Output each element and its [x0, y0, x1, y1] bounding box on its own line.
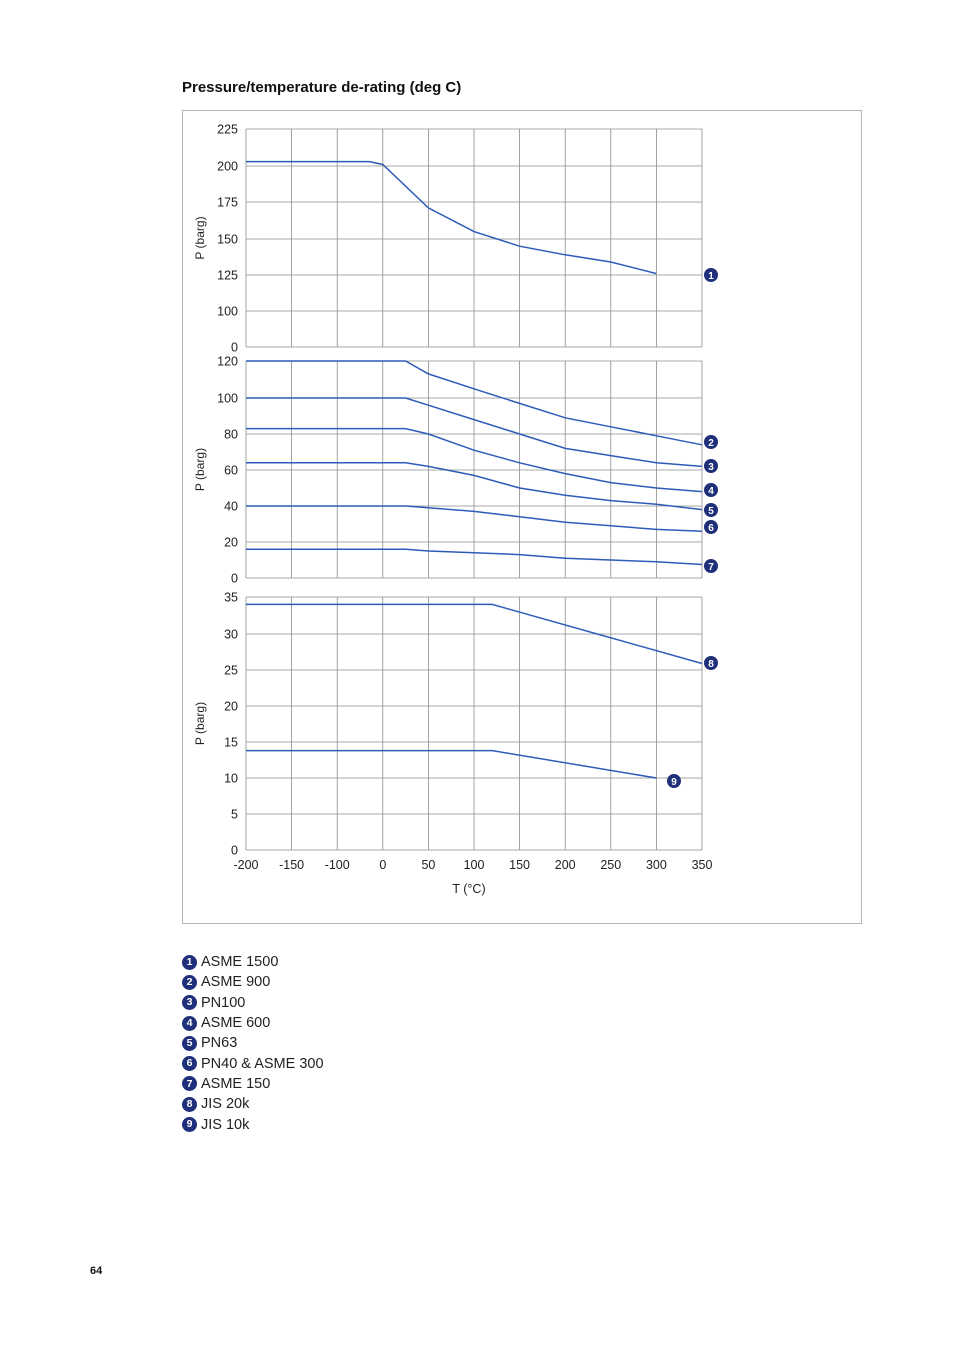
y-tick-label: 10 [224, 772, 238, 786]
series-marker-badge [704, 435, 718, 449]
series-marker-badge [704, 520, 718, 534]
legend-marker-badge: 5 [182, 1035, 197, 1051]
series-line-jis-10k [246, 749, 657, 779]
y-tick-label: 0 [231, 341, 238, 355]
series-marker-badge [704, 459, 718, 473]
page-title: Pressure/temperature de-rating (deg C) [182, 79, 462, 96]
series-marker-badge [704, 268, 718, 282]
series-marker-number: 4 [708, 486, 714, 497]
series-marker-number: 1 [708, 271, 714, 282]
x-tick-label: -150 [279, 858, 304, 872]
chart-frame: 0 100 125 150 175 200 225 P (barg) 1 0 20 40 60 80 100… [182, 110, 862, 924]
legend-marker-badge: 3 [182, 995, 197, 1011]
x-tick-label: 250 [600, 858, 621, 872]
x-tick-label: -100 [325, 858, 350, 872]
legend-item: 3 PN100 [182, 993, 324, 1013]
y-tick-label: 0 [231, 572, 238, 586]
y-tick-label: 35 [224, 591, 238, 605]
legend-label: ASME 150 [201, 1075, 271, 1092]
series-line-asme-1500 [246, 160, 657, 275]
y-tick-label: 5 [231, 808, 238, 822]
legend-item: 2 ASME 900 [182, 972, 324, 992]
y-tick-label: 30 [224, 628, 238, 642]
y-axis-label: P (barg) [193, 448, 207, 491]
page-number: 64 [90, 1265, 103, 1277]
legend-label: JIS 10k [201, 1116, 250, 1133]
y-tick-label: 20 [224, 700, 238, 714]
legend-marker-badge: 4 [182, 1015, 197, 1031]
series-marker-badge [704, 503, 718, 517]
series-line-asme-900 [246, 360, 703, 446]
y-tick-label: 60 [224, 464, 238, 478]
y-tick-label: 225 [217, 123, 238, 137]
y-tick-label: 100 [217, 392, 238, 406]
series-marker-number: 5 [708, 506, 714, 517]
series-marker-number: 6 [708, 523, 714, 534]
x-tick-label: 100 [464, 858, 485, 872]
legend-item: 9 JIS 10k [182, 1114, 324, 1134]
y-axis-label: P (barg) [193, 216, 207, 259]
legend-marker-badge: 2 [182, 974, 197, 990]
series-marker-badge [704, 656, 718, 670]
series-marker-badge [704, 483, 718, 497]
series-line-pn63 [246, 462, 703, 511]
series-line-pn40-asme-300 [246, 505, 703, 532]
legend-marker-badge: 9 [182, 1117, 197, 1133]
series-line-jis-20k [246, 603, 703, 665]
x-tick-label: 150 [509, 858, 530, 872]
legend-item: 8 JIS 20k [182, 1094, 324, 1114]
series-marker-number: 3 [708, 462, 714, 473]
legend-label: PN40 & ASME 300 [201, 1055, 324, 1072]
y-tick-label: 100 [217, 305, 238, 319]
y-tick-label: 175 [217, 196, 238, 210]
y-tick-label: 200 [217, 160, 238, 174]
legend-label: JIS 20k [201, 1096, 250, 1113]
legend-marker-badge: 6 [182, 1056, 197, 1072]
x-tick-label: 0 [379, 858, 386, 872]
y-tick-label: 120 [217, 355, 238, 369]
legend-label: PN100 [201, 994, 246, 1011]
legend-label: PN63 [201, 1035, 238, 1052]
legend-item: 4 ASME 600 [182, 1013, 324, 1033]
y-tick-label: 15 [224, 736, 238, 750]
series-marker-number: 2 [708, 438, 714, 449]
y-tick-label: 40 [224, 500, 238, 514]
legend-label: ASME 900 [201, 974, 271, 991]
legend-marker-badge: 7 [182, 1076, 197, 1092]
series-marker-number: 9 [671, 777, 677, 788]
legend-marker-badge: 1 [182, 954, 197, 970]
x-axis-label: T (°C) [452, 882, 485, 896]
y-tick-label: 20 [224, 536, 238, 550]
series-line-asme-150 [246, 548, 703, 566]
x-tick-label: -200 [233, 858, 258, 872]
x-tick-label: 350 [692, 858, 713, 872]
series-line-pn100 [246, 397, 703, 468]
legend-item: 6 PN40 & ASME 300 [182, 1053, 324, 1073]
series-marker-badge [704, 559, 718, 573]
series-line-asme-600 [246, 427, 703, 493]
series-marker-badge [667, 774, 681, 788]
legend-item: 5 PN63 [182, 1033, 324, 1053]
y-tick-label: 150 [217, 233, 238, 247]
y-axis-label: P (barg) [193, 702, 207, 745]
legend-marker-badge: 8 [182, 1096, 197, 1112]
series-marker-number: 8 [708, 659, 714, 670]
y-tick-label: 80 [224, 428, 238, 442]
y-tick-label: 25 [224, 664, 238, 678]
legend: 1 ASME 1500 2 ASME 900 3 PN100 4 ASME 600 5 PN63 6… [182, 952, 324, 1135]
series-marker-number: 7 [708, 562, 714, 573]
legend-label: ASME 1500 [201, 954, 279, 971]
legend-label: ASME 600 [201, 1015, 271, 1032]
y-tick-label: 0 [231, 844, 238, 858]
x-tick-label: 50 [421, 858, 435, 872]
legend-item: 1 ASME 1500 [182, 952, 324, 972]
x-tick-label: 300 [646, 858, 667, 872]
y-tick-label: 125 [217, 269, 238, 283]
x-tick-label: 200 [555, 858, 576, 872]
legend-item: 7 ASME 150 [182, 1074, 324, 1094]
